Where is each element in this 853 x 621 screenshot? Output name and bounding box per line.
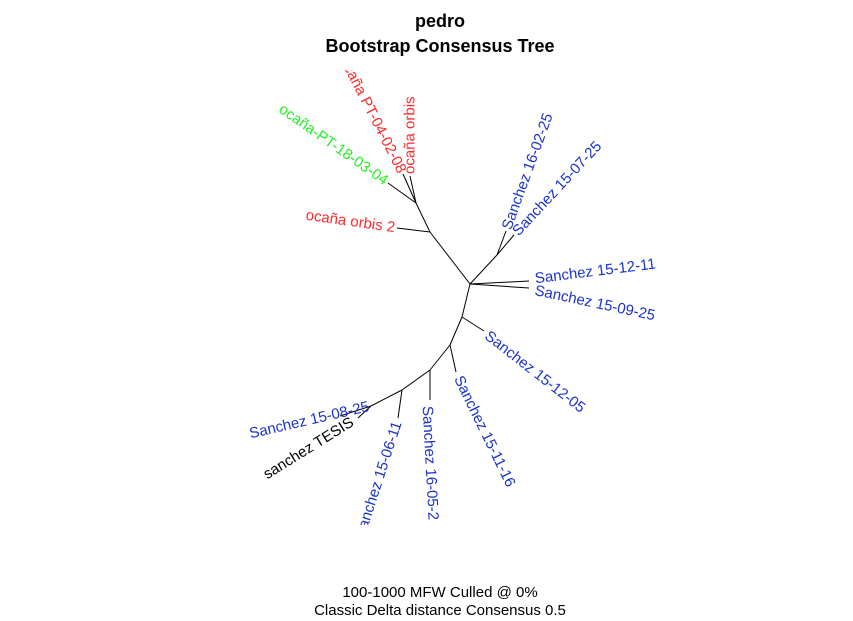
tree-branch (415, 202, 431, 233)
tree-branch (429, 231, 471, 285)
leaf-label-ocana-orbis-2: ocaña orbis 2 (305, 207, 397, 236)
chart-subtitle: Bootstrap Consensus Tree (325, 36, 554, 56)
tree-branch (339, 405, 372, 417)
tree-branch (469, 254, 498, 285)
tree-branch (449, 344, 457, 373)
caption-mfw: 100-1000 MFW Culled @ 0% (342, 584, 537, 601)
tree-branch (370, 389, 403, 407)
tree-branch (387, 182, 417, 204)
leaf-label-sanchez-15-12-11: Sanchez 15-12-11 (534, 256, 657, 288)
tree-branch (449, 316, 463, 346)
tree-branch (496, 234, 515, 256)
tree-branch (429, 344, 451, 371)
tree-branch (461, 283, 471, 318)
leaf-label-sanchez-15-12-05: Sanchez 15-12-05 (481, 328, 588, 417)
leaf-label-sanchez-15-11-16: Sanchez 15-11-16 (450, 373, 519, 490)
leaf-label-sanchez-15-08-25: Sanchez 15-08-25 (248, 398, 371, 442)
chart-title: pedro (415, 11, 465, 31)
leaf-label-sanchez-15-06-11: Sanchez 15-06-11 (352, 419, 406, 540)
tree-branch (409, 175, 417, 204)
tree-branches (339, 173, 530, 419)
tree-branch (396, 227, 431, 233)
leaf-label-sanchez-15-09-25: Sanchez 15-09-25 (533, 282, 656, 324)
tree-branch (357, 405, 372, 419)
tree-branch (469, 280, 530, 285)
tree-branch (397, 389, 403, 419)
leaf-label-ocana-orbis: ocaña orbis (402, 96, 419, 174)
tree-branch (469, 283, 530, 289)
tree-branch (461, 316, 485, 332)
tree-branch (496, 230, 507, 256)
caption-distance: Classic Delta distance Consensus 0.5 (314, 602, 566, 619)
tree-branch (401, 369, 431, 391)
tree-branch (402, 173, 417, 204)
leaf-label-sanchez-16-05-2: Sanchez 16-05-2 (419, 406, 442, 521)
